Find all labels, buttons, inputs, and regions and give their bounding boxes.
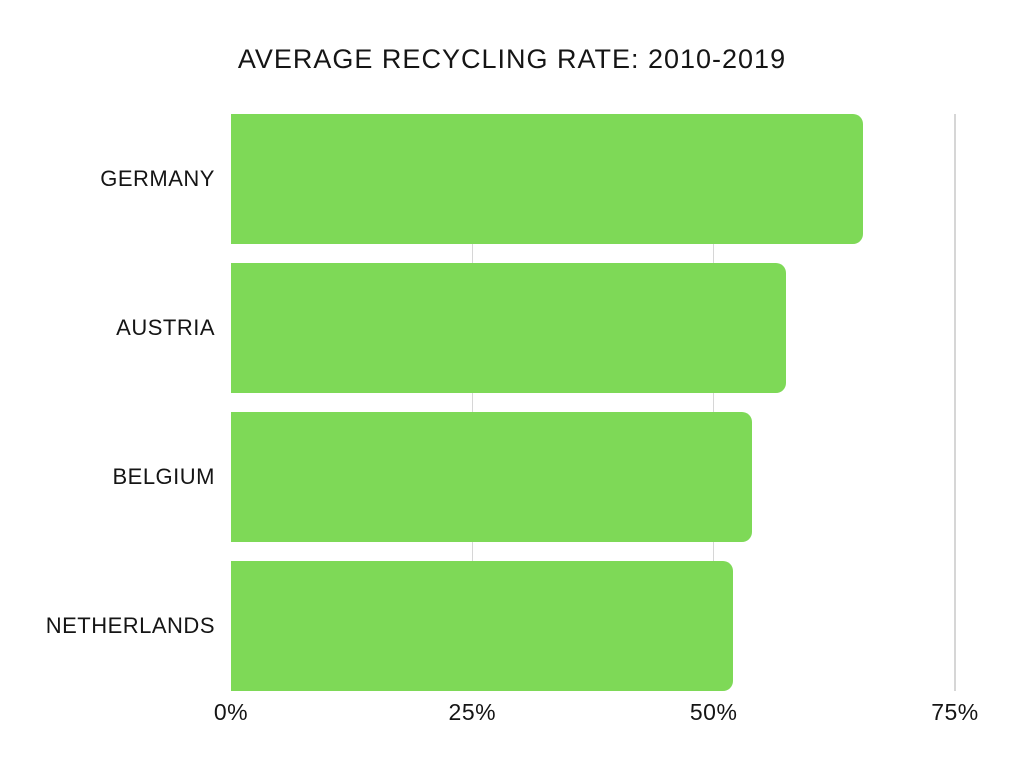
x-tick-75: 75% <box>931 699 979 725</box>
gridline-50 <box>712 114 715 691</box>
gridline-25 <box>471 114 474 691</box>
x-tick-50: 50% <box>689 699 738 725</box>
category-label-germany: GERMANY <box>100 166 215 191</box>
bar-series <box>231 114 955 691</box>
plot-area <box>231 114 956 691</box>
category-label-belgium: BELGIUM <box>112 464 215 489</box>
x-tick-25: 25% <box>448 699 497 725</box>
bar-germany <box>231 114 864 244</box>
category-label-netherlands: NETHERLANDS <box>45 613 215 638</box>
bar-belgium <box>231 412 753 542</box>
bar-netherlands <box>231 561 733 691</box>
bar-austria <box>231 263 787 393</box>
category-axis-labels: GERMANY AUSTRIA BELGIUM NETHERLANDS <box>0 114 215 691</box>
x-axis: 0% 25% 50% 75% <box>214 699 978 731</box>
chart-title: AVERAGE RECYCLING RATE: 2010-2019 <box>237 44 787 74</box>
gridline-75 <box>954 114 956 691</box>
x-tick-0: 0% <box>213 699 249 725</box>
category-label-austria: AUSTRIA <box>116 315 215 340</box>
